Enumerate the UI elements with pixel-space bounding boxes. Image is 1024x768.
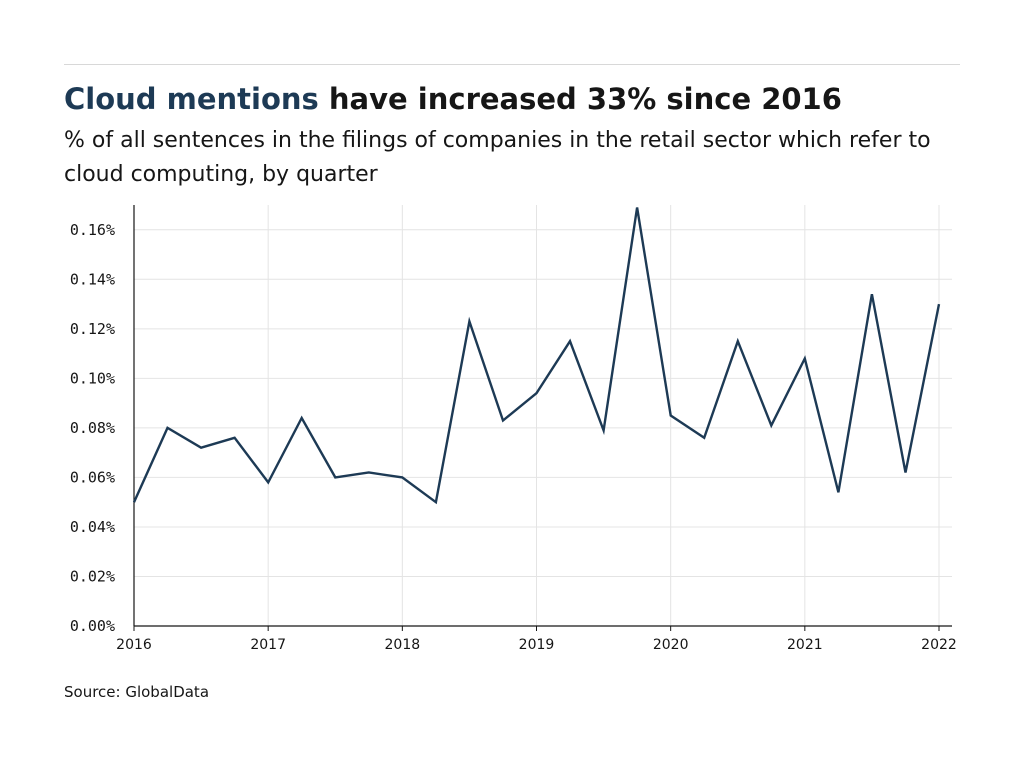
chart-title: Cloud mentions have increased 33% since … — [64, 80, 842, 118]
y-tick-label: 0.14% — [70, 270, 115, 288]
y-tick-label: 0.06% — [70, 468, 115, 486]
x-tick-label: 2019 — [519, 637, 555, 653]
x-tick-label: 2016 — [116, 637, 152, 653]
title-highlight: Cloud mentions — [64, 82, 319, 116]
y-tick-label: 0.02% — [70, 567, 115, 585]
top-divider — [64, 64, 960, 65]
y-tick-label: 0.08% — [70, 419, 115, 437]
y-tick-label: 0.12% — [70, 320, 115, 338]
y-tick-label: 0.10% — [70, 369, 115, 387]
x-tick-label: 2021 — [787, 637, 823, 653]
source-note: Source: GlobalData — [64, 683, 210, 701]
y-tick-label: 0.04% — [70, 518, 115, 536]
x-tick-label: 2020 — [653, 637, 689, 653]
x-tick-label: 2018 — [385, 637, 421, 653]
x-tick-label: 2022 — [921, 637, 957, 653]
series-layer — [132, 207, 941, 505]
y-tick-label: 0.16% — [70, 221, 115, 239]
grid-layer — [134, 205, 952, 626]
title-rest: have increased 33% since 2016 — [318, 82, 842, 116]
axis-layer: 0.00% 0.02% 0.04% 0.06% 0.08% 0.10% 0.12% 0.14%… — [70, 205, 957, 653]
x-tick-label: 2017 — [250, 637, 286, 653]
y-tick-label: 0.00% — [70, 617, 115, 635]
chart-subtitle: % of all sentences in the filings of com… — [64, 128, 931, 187]
